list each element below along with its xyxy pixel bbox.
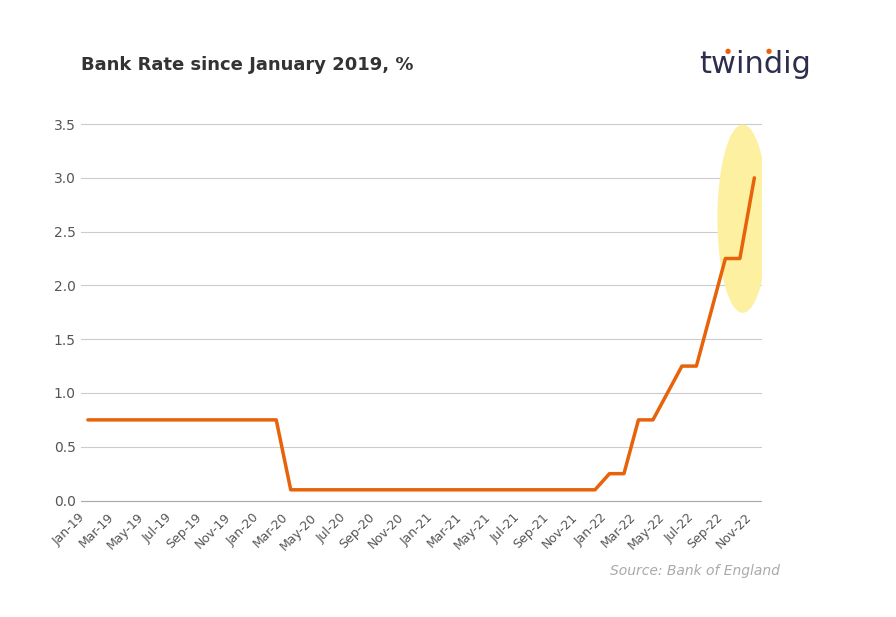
- Text: ●: ●: [765, 48, 771, 54]
- Text: Bank Rate since January 2019, %: Bank Rate since January 2019, %: [81, 56, 413, 73]
- Text: ●: ●: [724, 48, 730, 54]
- Text: twindig: twindig: [699, 50, 811, 80]
- Ellipse shape: [718, 125, 768, 313]
- Text: Source: Bank of England: Source: Bank of England: [609, 564, 780, 578]
